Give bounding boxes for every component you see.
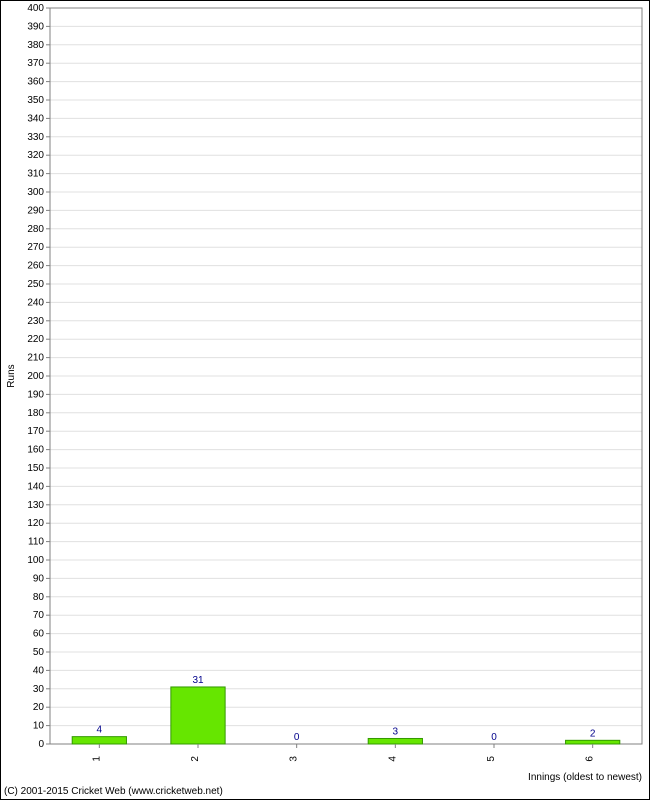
svg-text:310: 310 [27, 169, 44, 180]
svg-text:190: 190 [27, 389, 44, 400]
svg-text:240: 240 [27, 297, 44, 308]
svg-text:90: 90 [33, 573, 45, 584]
svg-text:320: 320 [27, 150, 44, 161]
svg-text:(C) 2001-2015 Cricket Web (www: (C) 2001-2015 Cricket Web (www.cricketwe… [4, 786, 223, 797]
svg-text:300: 300 [27, 187, 44, 198]
svg-text:370: 370 [27, 58, 44, 69]
svg-text:280: 280 [27, 224, 44, 235]
svg-text:30: 30 [33, 684, 45, 695]
svg-text:0: 0 [491, 732, 497, 743]
svg-text:360: 360 [27, 77, 44, 88]
svg-text:0: 0 [38, 739, 44, 750]
svg-text:350: 350 [27, 95, 44, 106]
svg-text:80: 80 [33, 592, 45, 603]
svg-text:Runs: Runs [6, 364, 17, 387]
svg-text:180: 180 [27, 408, 44, 419]
svg-text:31: 31 [192, 675, 204, 686]
svg-text:150: 150 [27, 463, 44, 474]
svg-text:0: 0 [294, 732, 300, 743]
svg-text:130: 130 [27, 500, 44, 511]
svg-text:Innings (oldest to newest): Innings (oldest to newest) [528, 772, 642, 783]
svg-text:270: 270 [27, 242, 44, 253]
svg-text:390: 390 [27, 21, 44, 32]
chart-container: 0102030405060708090100110120130140150160… [0, 0, 650, 800]
svg-text:120: 120 [27, 518, 44, 529]
svg-text:1: 1 [91, 756, 102, 762]
svg-text:6: 6 [585, 756, 596, 762]
svg-text:2: 2 [590, 728, 596, 739]
svg-text:5: 5 [486, 756, 497, 762]
svg-text:140: 140 [27, 481, 44, 492]
svg-text:4: 4 [97, 725, 103, 736]
svg-text:380: 380 [27, 40, 44, 51]
svg-text:230: 230 [27, 316, 44, 327]
svg-text:10: 10 [33, 721, 45, 732]
svg-text:2: 2 [190, 756, 201, 762]
svg-text:60: 60 [33, 629, 45, 640]
svg-text:200: 200 [27, 371, 44, 382]
svg-text:220: 220 [27, 334, 44, 345]
svg-text:4: 4 [387, 756, 398, 762]
svg-text:70: 70 [33, 610, 45, 621]
svg-text:160: 160 [27, 445, 44, 456]
svg-text:290: 290 [27, 205, 44, 216]
svg-text:110: 110 [28, 537, 44, 548]
svg-text:330: 330 [27, 132, 44, 143]
svg-text:260: 260 [27, 261, 44, 272]
svg-text:170: 170 [27, 426, 44, 437]
svg-text:210: 210 [27, 353, 44, 364]
svg-text:100: 100 [27, 555, 44, 566]
svg-text:50: 50 [33, 647, 45, 658]
svg-text:340: 340 [27, 113, 44, 124]
svg-text:40: 40 [33, 665, 45, 676]
svg-text:250: 250 [27, 279, 44, 290]
bar-chart: 0102030405060708090100110120130140150160… [0, 0, 650, 800]
svg-text:3: 3 [393, 726, 399, 737]
svg-text:3: 3 [289, 756, 300, 762]
svg-text:20: 20 [33, 702, 45, 713]
svg-text:400: 400 [27, 3, 44, 14]
